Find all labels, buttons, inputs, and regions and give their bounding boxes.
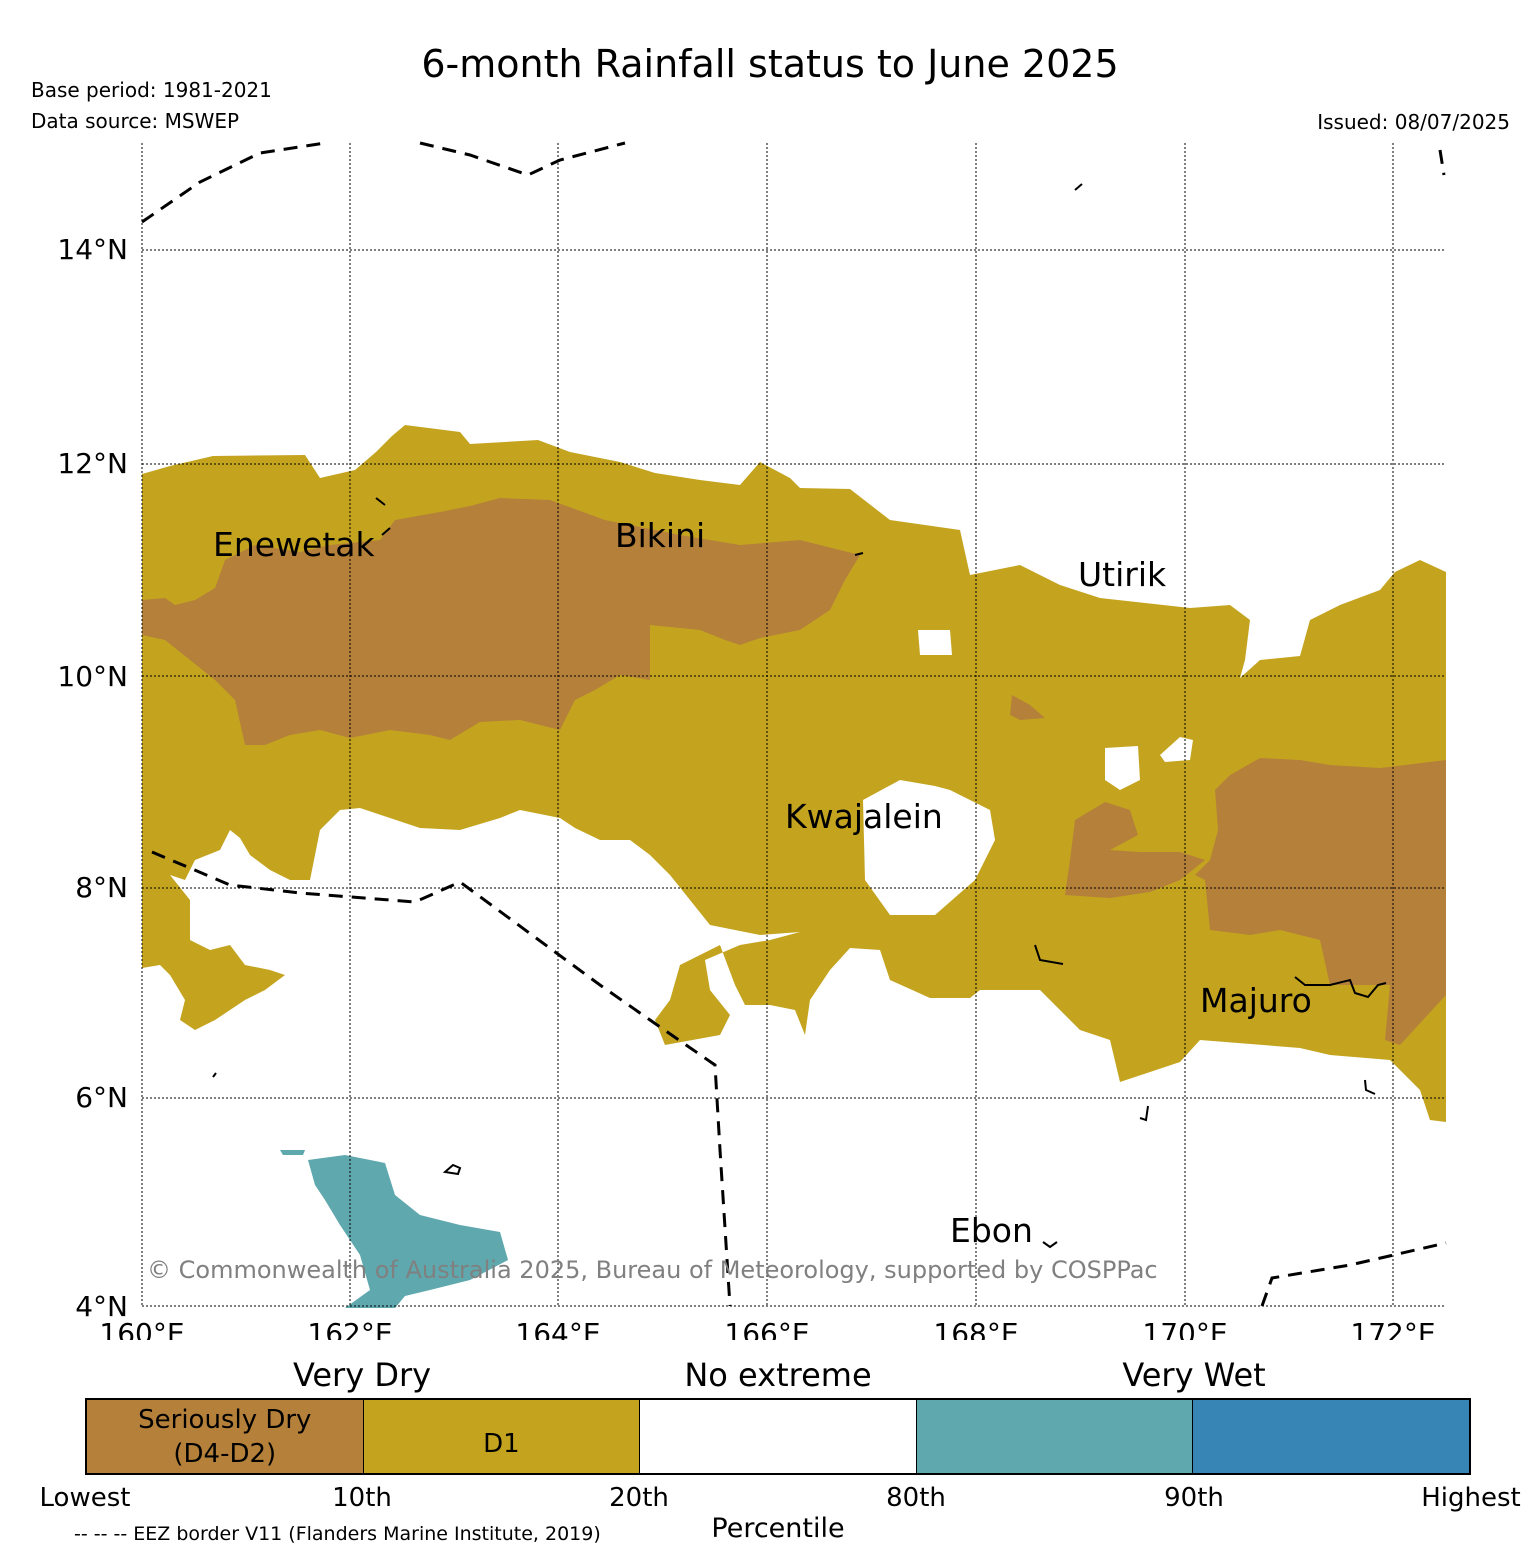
- map-title: 6-month Rainfall status to June 2025: [421, 42, 1119, 86]
- no-extreme-hole: [863, 780, 995, 915]
- legend-seriously-dry-label: Seriously Dry: [138, 1405, 312, 1435]
- legend-heading-very-dry: Very Dry: [292, 1356, 432, 1394]
- legend-colorbar: Seriously Dry (D4-D2) D1: [85, 1398, 1471, 1475]
- no-extreme-hole: [1105, 746, 1140, 790]
- legend-no-extreme: [640, 1400, 917, 1473]
- eez-border: [141, 141, 1447, 1307]
- gridlines: [141, 143, 1446, 1307]
- seriously-dry-region: [1195, 758, 1446, 1045]
- legend-axis-label: Percentile: [711, 1513, 845, 1544]
- legend-wet-90-highest: [1193, 1400, 1469, 1473]
- atolls: [212, 183, 1387, 1249]
- issued-date: Issued: 08/07/2025: [1317, 110, 1510, 134]
- place-ebon: Ebon: [950, 1211, 1033, 1250]
- legend-heading-no-extreme: No extreme: [684, 1356, 872, 1394]
- lat-label-12n: 12°N: [57, 447, 128, 480]
- lon-label-162e: 162°E: [307, 1317, 392, 1340]
- place-majuro: Majuro: [1200, 981, 1312, 1020]
- map-area: 14°N 12°N 10°N 8°N 6°N 4°N 160°E 162°E 1…: [57, 141, 1447, 1340]
- legend-tick-highest: Highest: [1421, 1483, 1521, 1513]
- no-extreme-hole: [918, 630, 952, 655]
- seriously-dry-region: [1010, 695, 1045, 720]
- very-wet-region: [280, 1150, 305, 1155]
- place-utirik: Utirik: [1078, 555, 1167, 594]
- lat-label-6n: 6°N: [75, 1081, 128, 1114]
- legend-tick-lowest: Lowest: [39, 1483, 131, 1513]
- lat-label-10n: 10°N: [57, 660, 128, 693]
- lon-label-164e: 164°E: [515, 1317, 600, 1340]
- legend-seriously-dry: Seriously Dry (D4-D2): [87, 1400, 364, 1473]
- lon-label-166e: 166°E: [724, 1317, 809, 1340]
- data-source: Data source: MSWEP: [31, 109, 240, 133]
- lat-label-14n: 14°N: [57, 233, 128, 266]
- legend-seriously-dry-range: (D4-D2): [173, 1439, 277, 1469]
- lon-label-172e: 172°E: [1350, 1317, 1435, 1340]
- lat-label-4n: 4°N: [75, 1290, 128, 1323]
- lon-label-160e: 160°E: [99, 1317, 184, 1340]
- lat-label-8n: 8°N: [75, 871, 128, 904]
- rainfall-map: 14°N 12°N 10°N 8°N 6°N 4°N 160°E 162°E 1…: [57, 141, 1447, 1340]
- lon-label-170e: 170°E: [1142, 1317, 1227, 1340]
- place-enewetak: Enewetak: [213, 525, 376, 564]
- legend-tick-10th: 10th: [332, 1483, 392, 1513]
- place-kwajalein: Kwajalein: [785, 797, 943, 836]
- copyright-notice: © Commonwealth of Australia 2025, Bureau…: [147, 1256, 1158, 1284]
- legend-wet-80-90: [916, 1400, 1194, 1473]
- eez-border-note: -- -- -- EEZ border V11 (Flanders Marine…: [74, 1523, 601, 1545]
- seriously-dry-region: [1065, 802, 1205, 898]
- legend-tick-90th: 90th: [1164, 1483, 1224, 1513]
- seriously-dry-region: [142, 498, 860, 745]
- place-bikini: Bikini: [615, 516, 705, 555]
- legend-d1: D1: [363, 1400, 641, 1473]
- legend-heading-very-wet: Very Wet: [1122, 1356, 1266, 1394]
- legend-tick-20th: 20th: [609, 1483, 669, 1513]
- base-period: Base period: 1981-2021: [31, 78, 272, 102]
- legend-d1-label: D1: [483, 1429, 520, 1459]
- very-wet-region: [308, 1155, 508, 1308]
- lon-label-168e: 168°E: [933, 1317, 1018, 1340]
- legend-tick-80th: 80th: [886, 1483, 946, 1513]
